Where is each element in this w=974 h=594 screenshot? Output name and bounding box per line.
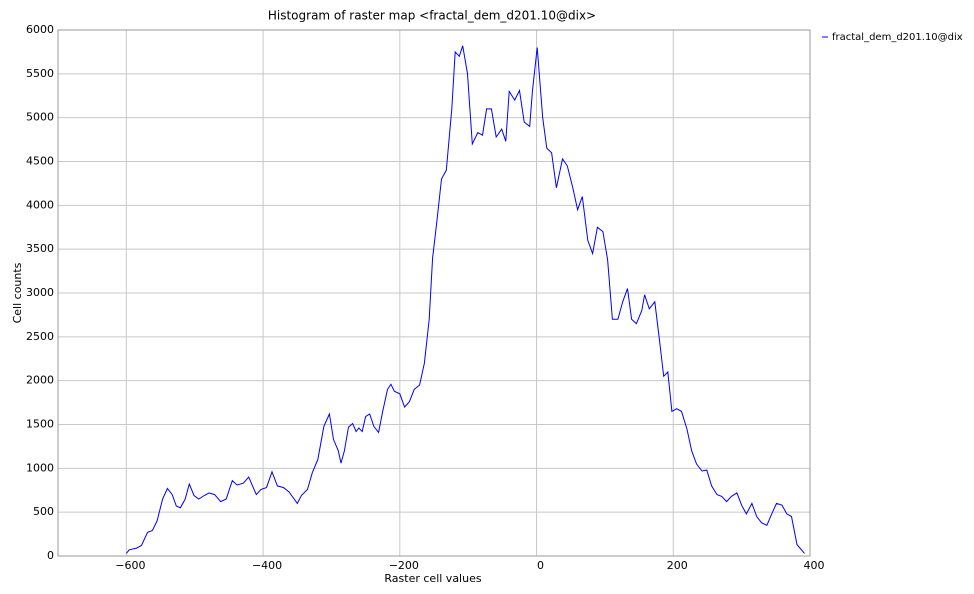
- y-tick-label: 4000: [26, 198, 54, 211]
- y-tick-label: 5500: [26, 67, 54, 80]
- chart-title: Histogram of raster map <fractal_dem_d20…: [268, 9, 596, 23]
- y-tick-label: 2500: [26, 330, 54, 343]
- y-tick-label: 1500: [26, 418, 54, 431]
- data-line: [126, 45, 805, 554]
- y-tick-label: 3500: [26, 242, 54, 255]
- y-tick-label: 1000: [26, 461, 54, 474]
- x-tick-label: −400: [252, 559, 282, 572]
- x-tick-label: −200: [389, 559, 419, 572]
- legend-label: fractal_dem_d201.10@dix: [832, 32, 963, 43]
- y-tick-label: 4500: [26, 155, 54, 168]
- y-tick-label: 3000: [26, 286, 54, 299]
- x-tick-label: 0: [537, 559, 544, 572]
- y-tick-label: 5000: [26, 111, 54, 124]
- x-tick-label: 400: [804, 559, 825, 572]
- y-tick-label: 500: [33, 505, 54, 518]
- x-tick-label: 200: [667, 559, 688, 572]
- y-axis-label: Cell counts: [11, 262, 24, 323]
- x-tick-label: −600: [115, 559, 145, 572]
- y-tick-label: 2000: [26, 374, 54, 387]
- x-axis-label: Raster cell values: [384, 572, 481, 585]
- y-tick-label: 6000: [26, 23, 54, 36]
- y-tick-label: 0: [47, 549, 54, 562]
- plot-frame: [57, 29, 811, 557]
